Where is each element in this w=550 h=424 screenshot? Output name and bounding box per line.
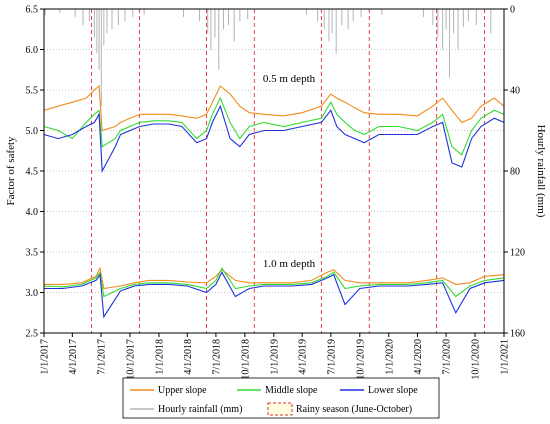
x-tick-label-15: 10/1/2020	[471, 339, 482, 380]
y-tick-label-right-1: 40	[510, 86, 520, 97]
x-tick-label-11: 10/1/2019	[355, 339, 366, 380]
x-tick-label-8: 1/1/2019	[269, 339, 280, 375]
legend-label-rain: Hourly rainfall (mm)	[158, 404, 242, 415]
annotation-1-0m: 1.0 m depth	[263, 258, 316, 270]
x-tick-label-7: 10/1/2018	[240, 339, 251, 380]
legend-label-middle: Middle slope	[265, 385, 318, 396]
x-tick-label-3: 10/1/2017	[125, 339, 136, 380]
legend-label-rainy-season: Rainy season (June-October)	[296, 404, 412, 415]
x-tick-label-16: 1/1/2021	[500, 339, 511, 375]
y-tick-label-right-4: 160	[510, 329, 525, 340]
series-middle-slope-05m	[44, 98, 504, 155]
x-tick-label-14: 7/1/2020	[442, 339, 453, 375]
y-tick-label-left-0: 2.5	[26, 329, 39, 340]
annotation-0-5m: 0.5 m depth	[263, 73, 316, 85]
gridlines	[44, 50, 504, 293]
y-tick-label-left-6: 5.5	[26, 86, 39, 97]
y-tick-label-left-1: 3.0	[26, 288, 39, 299]
y-tick-label-right-3: 120	[510, 248, 525, 259]
x-tick-label-5: 4/1/2018	[183, 339, 194, 375]
series-lines	[44, 86, 504, 317]
x-tick-label-12: 1/1/2020	[384, 339, 395, 375]
x-tick-label-2: 7/1/2017	[96, 339, 107, 375]
y-tick-label-left-4: 4.5	[26, 167, 39, 178]
legend-label-upper: Upper slope	[158, 385, 207, 396]
y-tick-label-left-2: 3.5	[26, 248, 39, 259]
y-tick-label-left-5: 5.0	[26, 126, 39, 137]
y-tick-label-right-0: 0	[510, 5, 515, 16]
legend-swatch-rainy-season	[268, 403, 292, 415]
y-tick-label-left-3: 4.0	[26, 207, 39, 218]
y-axis-title-left: Factor of safety	[5, 136, 17, 206]
y-tick-label-right-2: 80	[510, 167, 520, 178]
x-tick-label-13: 4/1/2020	[413, 339, 424, 375]
legend-label-lower: Lower slope	[368, 385, 418, 396]
x-tick-label-10: 7/1/2019	[326, 339, 337, 375]
y-tick-label-left-8: 6.5	[26, 5, 39, 16]
x-tick-label-6: 7/1/2018	[211, 339, 222, 375]
y-tick-label-left-7: 6.0	[26, 45, 39, 56]
legend: Upper slope Middle slope Lower slope Hou…	[123, 378, 439, 418]
axes: 2.53.03.54.04.55.05.56.06.5040801201601/…	[26, 5, 526, 380]
series-lower-slope-05m	[44, 106, 504, 171]
x-tick-label-1: 4/1/2017	[68, 339, 79, 375]
x-tick-label-4: 1/1/2018	[154, 339, 165, 375]
x-tick-label-9: 4/1/2019	[298, 339, 309, 375]
series-upper-slope-05m	[44, 86, 504, 131]
x-tick-label-0: 1/1/2017	[40, 339, 51, 375]
y-axis-title-right: Hourly rainfall (mm)	[535, 125, 547, 218]
rainfall-bars	[45, 9, 491, 106]
